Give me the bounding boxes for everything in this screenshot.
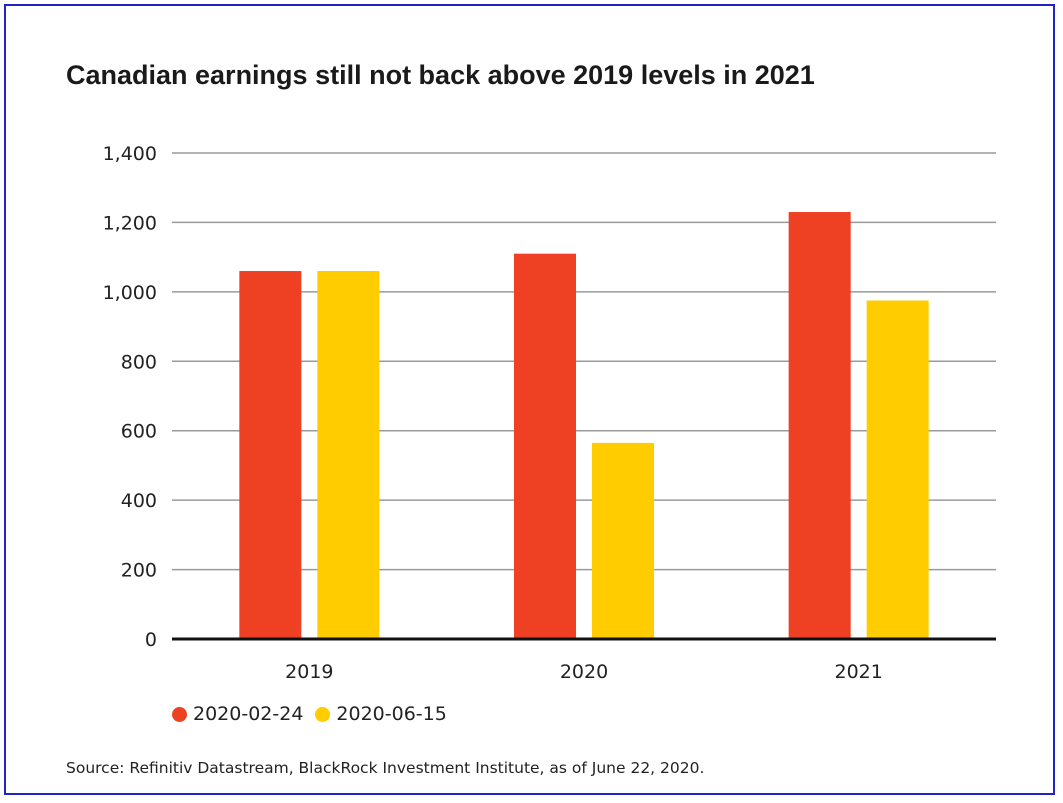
legend: 2020-02-24 2020-06-15 [172, 703, 459, 725]
y-tick-label: 800 [121, 351, 157, 373]
source-note: Source: Refinitiv Datastream, BlackRock … [66, 759, 705, 777]
bar [788, 212, 851, 639]
legend-label-series-1: 2020-02-24 [193, 703, 304, 725]
bar [317, 271, 380, 639]
y-tick-label: 400 [121, 490, 157, 512]
legend-item-series-2: 2020-06-15 [315, 703, 447, 725]
y-tick-label: 1,000 [103, 282, 157, 304]
chart-title: Canadian earnings still not back above 2… [66, 60, 815, 90]
legend-swatch-series-1 [172, 706, 187, 722]
bar [866, 300, 929, 639]
y-tick-label: 200 [121, 560, 157, 582]
x-tick-label: 2021 [834, 661, 882, 683]
x-tick-label: 2019 [285, 661, 333, 683]
bar [592, 442, 654, 639]
legend-item-series-1: 2020-02-24 [172, 703, 303, 725]
y-tick-label: 600 [121, 421, 157, 443]
bar [514, 253, 576, 639]
y-tick-label: 1,200 [103, 212, 157, 234]
x-tick-label: 2020 [560, 661, 608, 683]
legend-swatch-series-2 [315, 706, 331, 722]
legend-label-series-2: 2020-06-15 [336, 703, 447, 725]
bar [239, 271, 302, 639]
y-tick-label: 0 [145, 629, 157, 651]
y-tick-label: 1,400 [103, 143, 157, 165]
